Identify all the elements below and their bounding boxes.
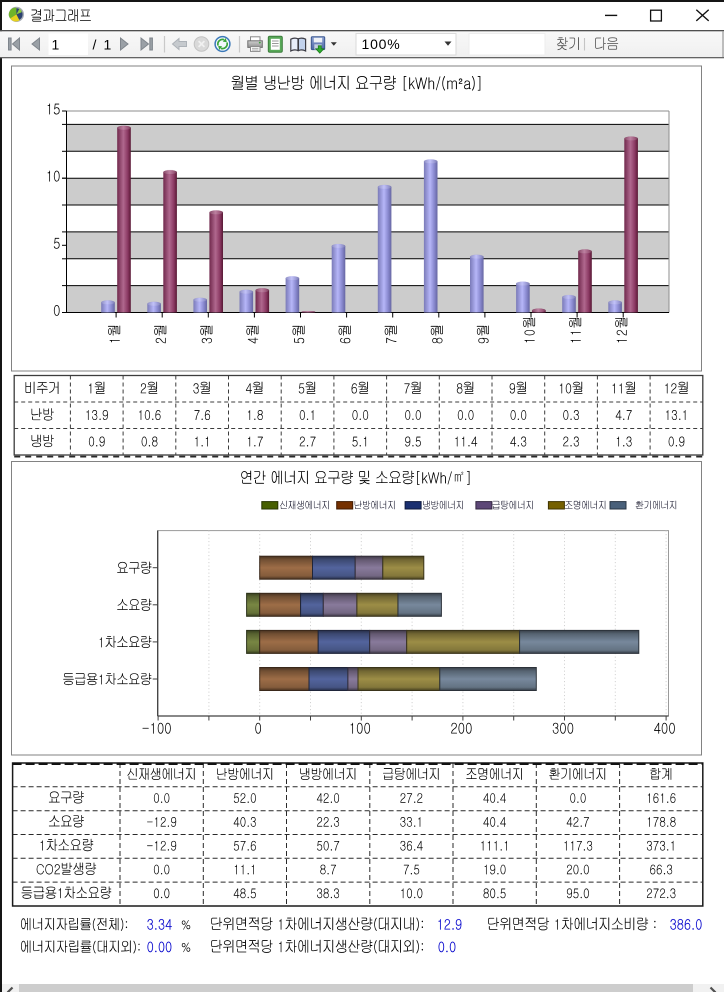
svg-text:/: / [93,36,97,52]
svg-text:1: 1 [104,36,112,52]
svg-text:1: 1 [52,36,60,52]
svg-text:100%: 100% [362,36,401,52]
